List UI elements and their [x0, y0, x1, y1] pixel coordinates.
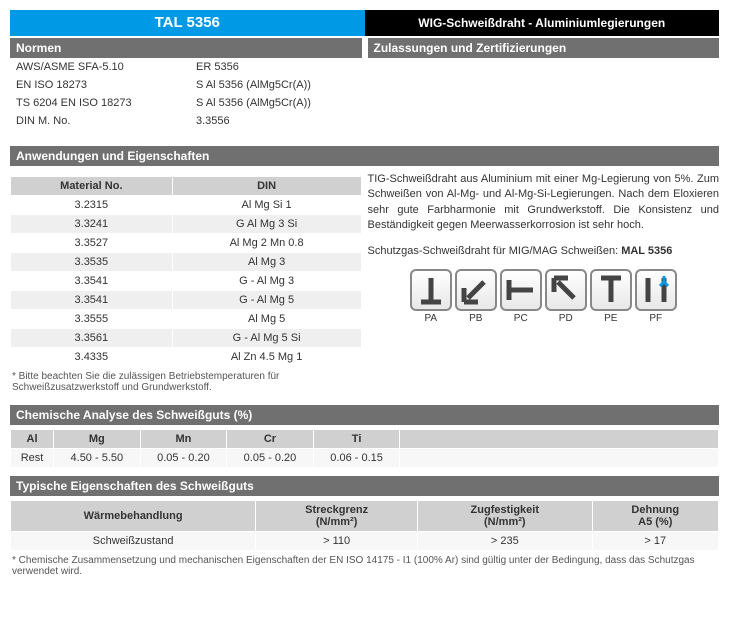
norms-label: EN ISO 18273 — [16, 79, 196, 91]
table-row: 3.2315Al Mg Si 1 — [11, 196, 362, 215]
norms-value: ER 5356 — [196, 61, 356, 73]
table-cell: 3.3241 — [11, 215, 173, 234]
chemistry-header: Chemische Analyse des Schweißguts (%) — [10, 405, 719, 425]
table-header: Al — [11, 430, 54, 449]
norms-body: AWS/ASME SFA-5.10ER 5356EN ISO 18273S Al… — [10, 58, 362, 130]
table-cell: G - Al Mg 5 — [172, 291, 361, 310]
table-cell: Al Zn 4.5 Mg 1 — [172, 348, 361, 367]
table-header: Cr — [227, 430, 314, 449]
table-header: DehnungA5 (%) — [592, 501, 718, 532]
welding-positions: PA PB PC PD PE PF — [368, 269, 720, 324]
table-cell-empty — [400, 449, 719, 468]
table-header: Ti — [313, 430, 400, 449]
table-cell: Al Mg 5 — [172, 310, 361, 329]
product-title: TAL 5356 — [10, 10, 365, 36]
position-label: PC — [514, 313, 528, 324]
table-header-empty — [400, 430, 719, 449]
table-cell: 3.3527 — [11, 234, 173, 253]
table-header: Streckgrenz(N/mm²) — [256, 501, 418, 532]
position-pa: PA — [410, 269, 452, 324]
table-cell: 3.3541 — [11, 291, 173, 310]
properties-table: WärmebehandlungStreckgrenz(N/mm²)Zugfest… — [10, 500, 719, 551]
norms-value: S Al 5356 (AlMg5Cr(A)) — [196, 79, 356, 91]
position-label: PB — [469, 313, 482, 324]
table-header: DIN — [172, 177, 361, 196]
table-cell: Rest — [11, 449, 54, 468]
table-cell: 3.3555 — [11, 310, 173, 329]
table-cell: 4.50 - 5.50 — [54, 449, 141, 468]
table-cell: Al Mg Si 1 — [172, 196, 361, 215]
table-cell: 3.2315 — [11, 196, 173, 215]
description-text-2: Schutzgas-Schweißdraht für MIG/MAG Schwe… — [368, 244, 720, 259]
position-label: PE — [604, 313, 617, 324]
approvals-header: Zulassungen und Zertifizierungen — [368, 38, 720, 58]
category-title: WIG-Schweißdraht - Aluminiumlegierungen — [365, 10, 720, 36]
position-label: PF — [649, 313, 662, 324]
table-cell: 3.4335 — [11, 348, 173, 367]
table-row: 3.3541G - Al Mg 3 — [11, 272, 362, 291]
table-cell: 0.05 - 0.20 — [227, 449, 314, 468]
position-icon — [635, 269, 677, 311]
table-row: 3.3555Al Mg 5 — [11, 310, 362, 329]
chemistry-table: AlMgMnCrTi Rest4.50 - 5.500.05 - 0.200.0… — [10, 429, 719, 468]
table-cell: 3.3561 — [11, 329, 173, 348]
desc2-prefix: Schutzgas-Schweißdraht für MIG/MAG Schwe… — [368, 245, 622, 257]
norms-header: Normen — [10, 38, 362, 58]
table-header: Zugfestigkeit(N/mm²) — [418, 501, 593, 532]
applications-header: Anwendungen und Eigenschaften — [10, 146, 719, 166]
position-pf: PF — [635, 269, 677, 324]
table-cell: Al Mg 3 — [172, 253, 361, 272]
header-row: TAL 5356 WIG-Schweißdraht - Aluminiumleg… — [10, 10, 719, 36]
table-row: 3.3541G - Al Mg 5 — [11, 291, 362, 310]
properties-header: Typische Eigenschaften des Schweißguts — [10, 476, 719, 496]
desc2-value: MAL 5356 — [621, 245, 672, 257]
table-cell: > 17 — [592, 532, 718, 551]
table-row: 3.4335Al Zn 4.5 Mg 1 — [11, 348, 362, 367]
position-label: PD — [559, 313, 573, 324]
table-cell: Schweißzustand — [11, 532, 256, 551]
norms-label: TS 6204 EN ISO 18273 — [16, 97, 196, 109]
table-cell: > 235 — [418, 532, 593, 551]
table-cell: Al Mg 2 Mn 0.8 — [172, 234, 361, 253]
properties-note: * Chemische Zusammensetzung und mechanis… — [10, 551, 719, 581]
position-pe: PE — [590, 269, 632, 324]
table-header: Mn — [140, 430, 227, 449]
norms-value: S Al 5356 (AlMg5Cr(A)) — [196, 97, 356, 109]
position-pc: PC — [500, 269, 542, 324]
table-row: 3.3561G - Al Mg 5 Si — [11, 329, 362, 348]
position-icon — [590, 269, 632, 311]
materials-note: * Bitte beachten Sie die zulässigen Betr… — [10, 367, 362, 397]
table-header: Mg — [54, 430, 141, 449]
materials-table: Material No.DIN 3.2315Al Mg Si 13.3241G … — [10, 176, 362, 367]
table-cell: 3.3541 — [11, 272, 173, 291]
table-header: Material No. — [11, 177, 173, 196]
position-pb: PB — [455, 269, 497, 324]
position-icon — [455, 269, 497, 311]
norms-label: DIN M. No. — [16, 115, 196, 127]
norms-label: AWS/ASME SFA-5.10 — [16, 61, 196, 73]
table-cell: > 110 — [256, 532, 418, 551]
table-row: 3.3527Al Mg 2 Mn 0.8 — [11, 234, 362, 253]
approvals-body — [368, 58, 720, 138]
norms-row: TS 6204 EN ISO 18273S Al 5356 (AlMg5Cr(A… — [10, 94, 362, 112]
norms-row: DIN M. No.3.3556 — [10, 112, 362, 130]
table-cell: 0.05 - 0.20 — [140, 449, 227, 468]
norms-row: AWS/ASME SFA-5.10ER 5356 — [10, 58, 362, 76]
position-label: PA — [424, 313, 437, 324]
table-header: Wärmebehandlung — [11, 501, 256, 532]
position-icon — [410, 269, 452, 311]
description-text: TIG-Schweißdraht aus Aluminium mit einer… — [368, 172, 720, 234]
norms-row: EN ISO 18273S Al 5356 (AlMg5Cr(A)) — [10, 76, 362, 94]
table-cell: 0.06 - 0.15 — [313, 449, 400, 468]
table-row: 3.3535Al Mg 3 — [11, 253, 362, 272]
table-cell: G - Al Mg 3 — [172, 272, 361, 291]
table-cell: 3.3535 — [11, 253, 173, 272]
norms-value: 3.3556 — [196, 115, 356, 127]
table-cell: G Al Mg 3 Si — [172, 215, 361, 234]
table-row: 3.3241G Al Mg 3 Si — [11, 215, 362, 234]
table-cell: G - Al Mg 5 Si — [172, 329, 361, 348]
position-icon — [500, 269, 542, 311]
position-pd: PD — [545, 269, 587, 324]
position-icon — [545, 269, 587, 311]
